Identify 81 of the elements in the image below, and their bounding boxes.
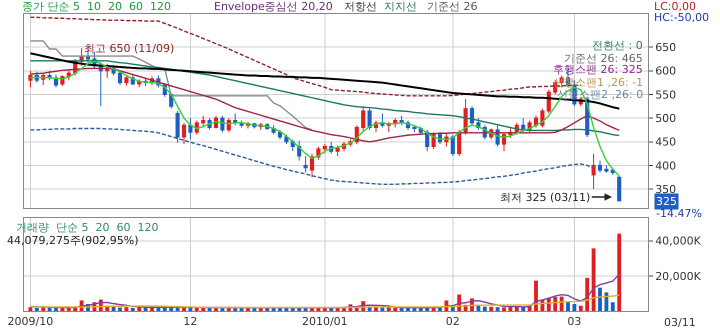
bar [502, 307, 506, 311]
bar [118, 307, 122, 311]
y-tick-label: 40,000K [655, 234, 702, 248]
text: 기준선 26 [427, 0, 478, 13]
bar [137, 307, 142, 311]
candlestick [182, 122, 186, 145]
y-tick-label: 450 [655, 136, 676, 149]
annotation: 최고 650 (11/09) [84, 42, 174, 55]
bar [566, 302, 570, 311]
x-tick-label: 03 [567, 315, 582, 328]
y-tick-label: 600 [655, 64, 676, 78]
bar [386, 307, 391, 311]
annotation: 전환선 : 0 [592, 39, 643, 52]
candlestick [457, 129, 462, 156]
candlestick [304, 155, 308, 174]
x-tick-label: 2010/01 [302, 315, 348, 328]
candlestick [450, 134, 455, 156]
candlestick [66, 70, 71, 81]
text: 325 [656, 195, 677, 208]
candlestick [598, 160, 602, 174]
y-tick-label: 350 [655, 182, 676, 196]
bar [41, 307, 46, 311]
candlestick [604, 164, 608, 174]
text: HC:-50,00 [654, 11, 710, 24]
bar [592, 248, 596, 311]
line-series [30, 40, 313, 131]
annotation: 후행스팬 26: 325 [553, 63, 643, 76]
y-tick-label: 500 [655, 112, 676, 125]
candlestick [188, 118, 192, 140]
bar [380, 308, 384, 311]
bar [560, 296, 564, 311]
bar [496, 307, 500, 311]
candlestick [124, 75, 128, 86]
text: Envelope중심선 20,20 [214, 0, 333, 13]
bar [572, 304, 576, 311]
candlestick [617, 175, 622, 202]
y-tick-label: 20,000K [655, 270, 702, 283]
annotation: 최저 325 (03/11) [500, 191, 590, 204]
candlestick [322, 144, 327, 154]
candlestick [201, 115, 206, 128]
line-series [30, 294, 620, 308]
x-tick-label: 02 [446, 315, 460, 328]
text: 03/11 [664, 316, 696, 329]
candlestick [412, 124, 416, 133]
annotation: 기준선 26: 465 [564, 52, 643, 65]
bar [604, 292, 608, 311]
x-tick-label: 2009/10 [8, 315, 54, 328]
candlestick [28, 70, 32, 88]
y-tick-label: 400 [655, 159, 676, 172]
candlestick [368, 108, 372, 130]
candlestick [310, 153, 314, 178]
candlestick [546, 89, 551, 114]
bar [610, 302, 615, 311]
x-tick-label: 12 [183, 315, 198, 328]
text: LC:0,00 [654, 0, 696, 13]
line-series [30, 273, 620, 308]
annotation: 44,079,275주(902,95%) [7, 234, 139, 247]
bar [476, 306, 480, 311]
bar [534, 280, 538, 311]
candlestick [592, 153, 596, 190]
candlestick [336, 145, 340, 156]
bar [28, 307, 32, 311]
candlestick [361, 106, 366, 133]
y-tick-label: 550 [655, 88, 676, 102]
bar [374, 307, 378, 311]
bar [598, 288, 602, 311]
bar [60, 308, 64, 311]
candlestick [521, 118, 526, 133]
bar [482, 306, 487, 311]
candlestick [176, 110, 180, 144]
bar [124, 307, 128, 311]
text: 저항선 [344, 0, 377, 13]
bar [578, 306, 583, 311]
y-tick-label: 650 [655, 40, 676, 54]
candlestick [502, 132, 506, 152]
candlestick [118, 70, 122, 86]
text: 지지선 [384, 0, 417, 13]
line-series [30, 128, 594, 186]
candlestick [220, 115, 224, 133]
text: -14.47% [656, 207, 702, 220]
text: 종가 단순 5 10 20 60 120 [22, 0, 171, 13]
